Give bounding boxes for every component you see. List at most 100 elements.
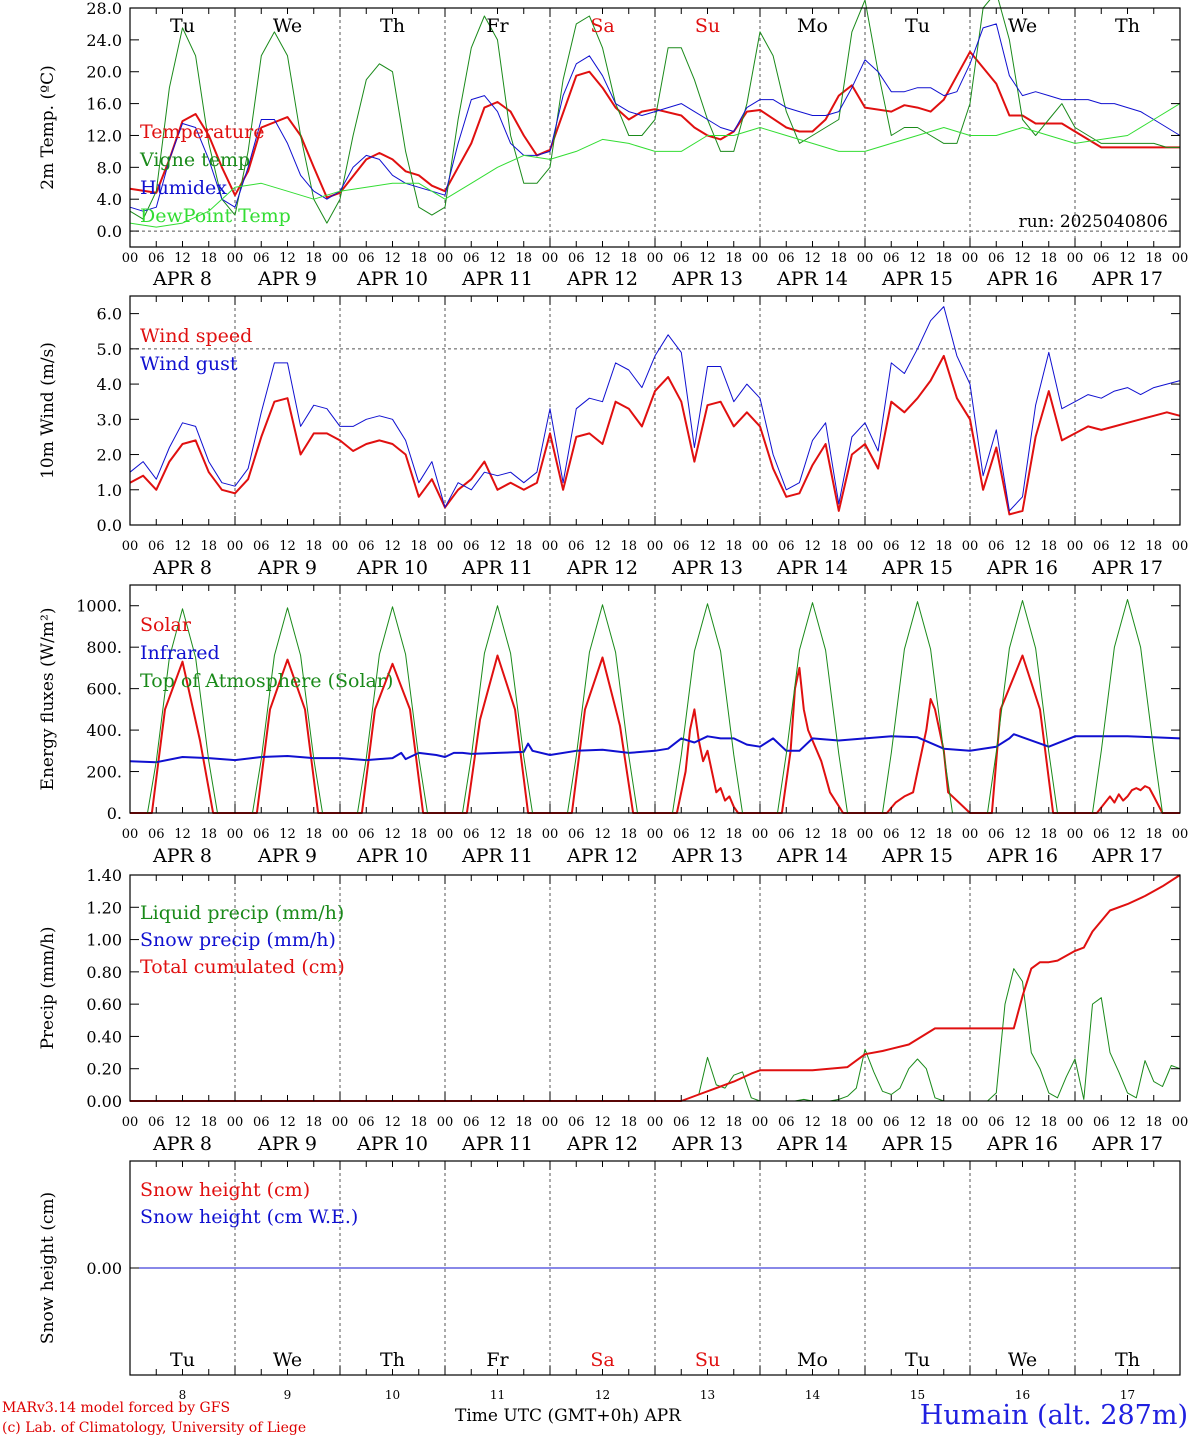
legend-entry: Snow height (cm W.E.) — [140, 1206, 358, 1228]
y-tick-label: 1000. — [76, 597, 122, 616]
hour-tick-label: 06 — [568, 539, 585, 554]
hour-tick-label: 00 — [437, 539, 454, 554]
hour-tick-label: 18 — [935, 827, 952, 842]
date-label: APR 16 — [986, 845, 1058, 867]
y-tick-label: 0.0 — [97, 516, 122, 535]
weekday-label: Th — [1115, 15, 1140, 37]
legend-entry: Snow height (cm) — [140, 1179, 310, 1201]
date-label: APR 8 — [152, 1133, 212, 1155]
hour-tick-label: 18 — [1040, 1115, 1057, 1130]
hour-tick-label: 06 — [883, 539, 900, 554]
date-label: APR 8 — [152, 557, 212, 579]
hour-tick-label: 12 — [699, 251, 716, 266]
date-label: APR 8 — [152, 268, 212, 290]
hour-tick-label: 06 — [778, 251, 795, 266]
hour-tick-label: 18 — [515, 1115, 532, 1130]
date-label: APR 15 — [881, 268, 953, 290]
hour-tick-label: 06 — [148, 1115, 165, 1130]
weekday-label: Fr — [486, 15, 509, 37]
y-tick-label: 800. — [86, 638, 122, 657]
hour-tick-label: 12 — [594, 251, 611, 266]
hour-tick-label: 06 — [358, 1115, 375, 1130]
hour-tick-label: 00 — [647, 1115, 664, 1130]
date-label: APR 13 — [671, 845, 743, 867]
snow-panel: 0.00 Snow height (cm) Snow height (cm) Snow… — [38, 1160, 1181, 1402]
hour-tick-label: 18 — [1040, 827, 1057, 842]
hour-tick-label: 06 — [778, 539, 795, 554]
hour-tick-label: 00 — [122, 251, 139, 266]
precip-series-liquid-precip-mm-h- — [130, 968, 1181, 1102]
hour-tick-label: 00 — [647, 827, 664, 842]
hour-tick-label: 06 — [253, 539, 270, 554]
hour-tick-label: 12 — [279, 251, 296, 266]
hour-tick-label: 00 — [752, 827, 769, 842]
hour-tick-label: 00 — [1067, 539, 1084, 554]
hour-tick-label: 00 — [437, 1115, 454, 1130]
hour-tick-label: 00 — [752, 251, 769, 266]
hour-tick-label: 12 — [1119, 539, 1136, 554]
hour-tick-label: 00 — [1172, 1115, 1189, 1130]
hour-tick-label: 06 — [253, 251, 270, 266]
hour-tick-label: 06 — [358, 539, 375, 554]
hour-tick-label: 12 — [909, 251, 926, 266]
hour-tick-label: 06 — [673, 539, 690, 554]
hour-tick-label: 00 — [332, 251, 349, 266]
legend-entry: Wind gust — [140, 353, 238, 375]
y-tick-label: 2.0 — [97, 446, 122, 465]
hour-tick-label: 06 — [463, 1115, 480, 1130]
hour-tick-label: 12 — [279, 1115, 296, 1130]
date-label: APR 12 — [566, 557, 638, 579]
weekday-label: Mo — [797, 15, 828, 37]
date-label: APR 17 — [1091, 845, 1163, 867]
hour-tick-label: 18 — [1145, 1115, 1162, 1130]
hour-tick-label: 06 — [1093, 1115, 1110, 1130]
hour-tick-label: 00 — [1172, 827, 1189, 842]
hour-tick-label: 12 — [489, 251, 506, 266]
weekday-label: Mo — [797, 1349, 828, 1371]
hour-tick-label: 12 — [909, 1115, 926, 1130]
date-label: APR 12 — [566, 268, 638, 290]
y-tick-label: 0. — [107, 804, 122, 823]
hour-tick-label: 06 — [883, 251, 900, 266]
date-label: APR 14 — [776, 268, 848, 290]
hour-tick-label: 06 — [1093, 827, 1110, 842]
hour-tick-label: 18 — [1145, 539, 1162, 554]
hour-tick-label: 18 — [515, 251, 532, 266]
hour-tick-label: 18 — [305, 251, 322, 266]
date-label: APR 15 — [881, 845, 953, 867]
location-label: Humain (alt. 287m) — [919, 1400, 1188, 1431]
time-axis-label: Time UTC (GMT+0h) APR — [455, 1406, 681, 1426]
run-annotation: run: 2025040806 — [1019, 212, 1168, 232]
hour-tick-label: 06 — [778, 1115, 795, 1130]
date-label: APR 16 — [986, 1133, 1058, 1155]
y-axis-title: Energy fluxes (W/m²) — [38, 608, 58, 791]
lab-credit: (c) Lab. of Climatology, University of L… — [2, 1420, 307, 1436]
day-number-label: 12 — [595, 1388, 610, 1402]
hour-tick-label: 18 — [410, 251, 427, 266]
y-tick-label: 400. — [86, 721, 122, 740]
y-tick-label: 1.20 — [86, 898, 122, 917]
y-tick-label: 5.0 — [97, 340, 122, 359]
hour-tick-label: 12 — [804, 827, 821, 842]
hour-tick-label: 00 — [332, 539, 349, 554]
hour-tick-label: 18 — [725, 539, 742, 554]
y-axis-title: Snow height (cm) — [38, 1192, 58, 1344]
hour-tick-label: 00 — [962, 1115, 979, 1130]
date-label: APR 9 — [257, 268, 317, 290]
hour-tick-label: 00 — [647, 251, 664, 266]
date-label: APR 13 — [671, 557, 743, 579]
hour-tick-label: 12 — [1119, 251, 1136, 266]
date-label: APR 15 — [881, 1133, 953, 1155]
date-label: APR 10 — [356, 268, 428, 290]
date-label: APR 17 — [1091, 1133, 1163, 1155]
hour-tick-label: 06 — [358, 827, 375, 842]
hour-tick-label: 00 — [332, 827, 349, 842]
y-tick-label: 20.0 — [86, 63, 122, 82]
y-tick-label: 1.0 — [97, 481, 122, 500]
weekday-label: Su — [695, 1349, 720, 1371]
legend-entry: Liquid precip (mm/h) — [140, 902, 344, 924]
y-tick-label: 0.00 — [86, 1259, 122, 1278]
weekday-label: Fr — [486, 1349, 509, 1371]
y-tick-label: 0.00 — [86, 1092, 122, 1111]
hour-tick-label: 06 — [358, 251, 375, 266]
